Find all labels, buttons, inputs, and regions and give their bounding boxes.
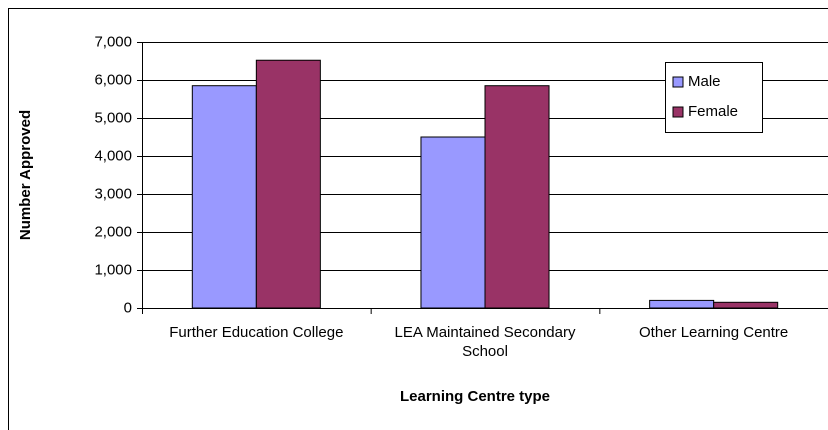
bar [420, 136, 486, 309]
legend-label: Male [688, 73, 721, 90]
y-tick-label: 3,000 [94, 185, 132, 202]
x-axis-label: Learning Centre type [400, 388, 550, 405]
y-tick-label: 0 [124, 299, 132, 316]
y-tick-label: 6,000 [94, 71, 132, 88]
y-tick-label: 2,000 [94, 223, 132, 240]
bar [255, 59, 321, 309]
bar [191, 85, 257, 309]
bar [649, 299, 715, 309]
y-tick-label: 7,000 [94, 33, 132, 50]
x-tick-label: Further Education College [169, 324, 344, 341]
bar [484, 85, 550, 309]
legend-swatch [672, 106, 684, 118]
legend-label: Female [688, 103, 738, 120]
chart-border [8, 8, 828, 430]
y-tick-label: 5,000 [94, 109, 132, 126]
x-tick-label: LEA Maintained Secondary School [394, 324, 576, 360]
y-tick-label: 1,000 [94, 261, 132, 278]
bar [713, 301, 779, 309]
legend-swatch [672, 76, 684, 88]
x-tick-label: Other Learning Centre [639, 324, 789, 341]
y-tick-label: 4,000 [94, 147, 132, 164]
legend-box [665, 62, 763, 133]
y-axis-label: Number Approved [17, 110, 34, 240]
